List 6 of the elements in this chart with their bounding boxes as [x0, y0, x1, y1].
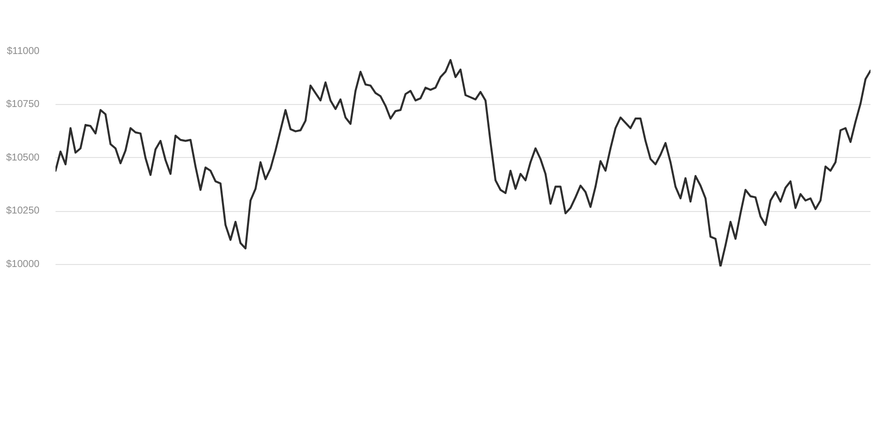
y-tick-label: $10000 — [6, 258, 40, 270]
line-series — [56, 59, 870, 266]
y-tick-label: $10250 — [6, 206, 40, 217]
y-tick-label: $11000 — [6, 46, 40, 57]
y-tick-label: $10750 — [6, 99, 40, 110]
y-tick-label: $10500 — [6, 152, 40, 164]
